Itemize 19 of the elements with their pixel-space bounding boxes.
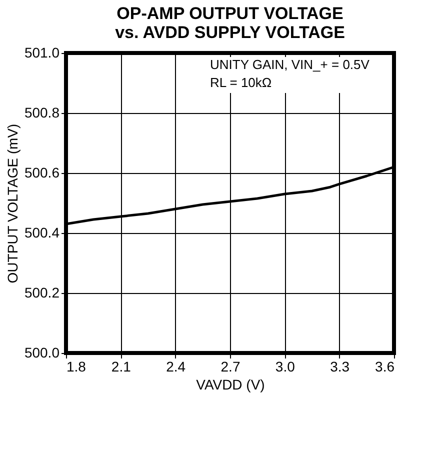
x-tick-label: 3.6 — [375, 358, 395, 374]
y-tick-label: 500.0 — [24, 344, 60, 360]
x-tick-label: 1.8 — [66, 358, 86, 374]
x-tick-label: 3.0 — [275, 358, 296, 374]
x-tick-label: 2.4 — [166, 358, 186, 374]
y-tick-label: 500.2 — [24, 284, 60, 300]
y-tick-label: 500.6 — [24, 164, 60, 180]
annotation: RL = 10kΩ — [210, 75, 272, 90]
text: OP-AMP OUTPUT VOLTAGE — [116, 4, 344, 23]
x-tick-label: 2.7 — [220, 358, 240, 374]
x-axis-title: VAVDD (V) — [196, 376, 265, 392]
x-tick-label: 2.1 — [111, 358, 132, 374]
y-tick-label: 500.4 — [24, 224, 60, 240]
y-axis-title: OUTPUT VOLTAGE (mV) — [4, 124, 20, 284]
y-tick-label: 501.0 — [24, 44, 60, 60]
annotation: UNITY GAIN, VIN_+ = 0.5V — [210, 57, 370, 72]
x-tick-label: 3.3 — [330, 358, 350, 374]
text: vs. AVDD SUPPLY VOLTAGE — [115, 23, 345, 42]
y-tick-label: 500.8 — [24, 104, 60, 120]
